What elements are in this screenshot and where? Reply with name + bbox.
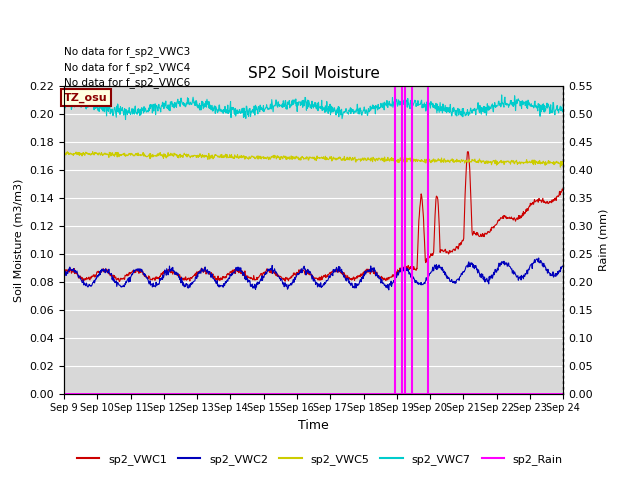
Text: No data for f_sp2_VWC3: No data for f_sp2_VWC3 bbox=[64, 47, 190, 58]
Y-axis label: Soil Moisture (m3/m3): Soil Moisture (m3/m3) bbox=[14, 178, 24, 302]
Title: SP2 Soil Moisture: SP2 Soil Moisture bbox=[248, 66, 380, 81]
Y-axis label: Raim (mm): Raim (mm) bbox=[598, 209, 609, 271]
Text: No data for f_sp2_VWC4: No data for f_sp2_VWC4 bbox=[64, 62, 190, 73]
Text: No data for f_sp2_VWC6: No data for f_sp2_VWC6 bbox=[64, 77, 190, 88]
Legend: sp2_VWC1, sp2_VWC2, sp2_VWC5, sp2_VWC7, sp2_Rain: sp2_VWC1, sp2_VWC2, sp2_VWC5, sp2_VWC7, … bbox=[72, 450, 568, 469]
Text: TZ_osu: TZ_osu bbox=[64, 93, 108, 103]
X-axis label: Time: Time bbox=[298, 419, 329, 432]
